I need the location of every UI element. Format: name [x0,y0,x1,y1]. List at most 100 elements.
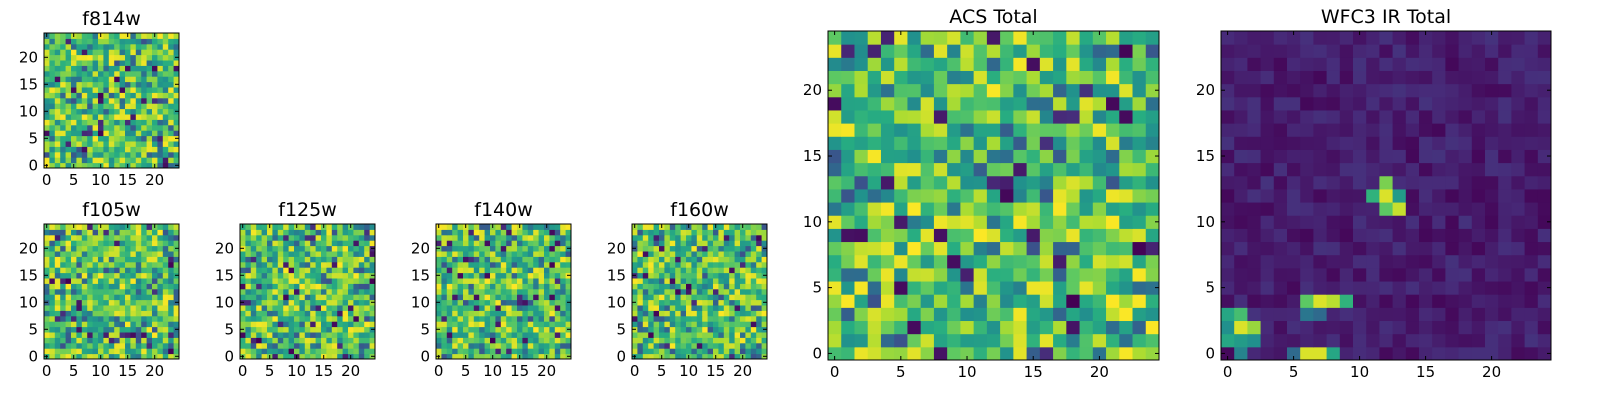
heatmap-cell [1498,57,1512,71]
heatmap-cell [331,337,338,344]
heatmap-cell [114,310,121,317]
heatmap-cell [436,294,442,301]
heatmap-cell [490,348,496,355]
heatmap-cell [81,130,88,137]
heatmap-cell [1524,136,1539,150]
heatmap-cell [353,321,360,328]
heatmap-cell [81,305,88,311]
heatmap-cell [750,224,757,230]
heatmap-cell [565,234,572,241]
heatmap-cell [146,294,153,301]
heatmap-cell [1498,346,1512,361]
heatmap-cell [680,240,687,247]
heatmap-cell [907,188,922,203]
heatmap-cell [1392,149,1407,164]
heatmap-cell [310,251,317,257]
heatmap-cell [277,283,284,290]
heatmap-cell [637,267,644,274]
heatmap-cell [1339,333,1354,348]
heatmap-cell [907,123,922,137]
heatmap-cell [76,283,83,290]
heatmap-cell [549,278,556,284]
heatmap-cell [1300,44,1314,58]
heatmap-cell [1026,175,1041,190]
heatmap-cell [108,49,115,56]
heatmap-cell [87,326,94,333]
heatmap-cell [353,283,360,290]
heatmap-cell [65,49,72,56]
heatmap-cell [353,337,360,344]
heatmap-cell [125,326,131,333]
heatmap-cell [1000,346,1014,361]
heatmap-cell [304,294,311,301]
heatmap-cell [436,234,442,241]
heatmap-cell [1498,267,1512,282]
heatmap-cell [1119,294,1134,308]
heatmap-cell [1537,123,1552,137]
heatmap-cell [92,130,99,137]
heatmap-cell [157,60,164,66]
heatmap-cell [1079,346,1094,361]
heatmap-cell [54,70,61,77]
heatmap-cell [669,261,676,268]
heatmap-cell [256,245,263,252]
heatmap-cell [168,124,175,131]
heatmap-cell [527,288,534,295]
heatmap-cell [76,256,83,263]
heatmap-cell [740,348,746,355]
heatmap-cell [1419,96,1433,111]
heatmap-cell [173,38,180,45]
heatmap-cell [1026,57,1041,71]
heatmap-cell [44,283,50,290]
heatmap-cell [321,261,327,268]
heatmap-cell [1300,333,1314,348]
heatmap-cell [1132,254,1147,269]
heatmap-cell [691,348,698,355]
heatmap-cell [664,353,671,360]
heatmap-cell [245,283,252,290]
heatmap-cell [517,229,523,236]
heatmap-cell [1419,202,1433,216]
heatmap-cell [277,261,284,268]
heatmap-cell [283,229,290,236]
heatmap-cell [294,332,300,338]
heatmap-cell [283,256,290,263]
heatmap-cell [506,315,513,322]
heatmap-cell [653,337,660,344]
heatmap-cell [315,229,322,236]
heatmap-cell [565,240,572,247]
heatmap-cell [1066,254,1081,269]
heatmap-cell [315,348,322,355]
heatmap-cell [54,283,61,290]
heatmap-cell [713,348,719,355]
heatmap-cell [538,229,545,236]
heatmap-cell [283,342,290,349]
heatmap-cell [729,229,736,236]
heatmap-cell [342,337,349,344]
heatmap-cell [1498,162,1512,177]
heatmap-cell [527,342,534,349]
heatmap-cell [446,261,453,268]
heatmap-cell [168,103,175,110]
heatmap-cell [1234,320,1248,335]
heatmap-cell [369,305,376,311]
heatmap-cell [277,342,284,349]
heatmap-cell [256,294,263,301]
heatmap-cell [245,337,252,344]
heatmap-cell [867,123,882,137]
heatmap-cell [261,267,268,274]
heatmap-cell [920,31,935,45]
heatmap-cell [157,229,164,236]
heatmap-cell [331,342,338,349]
heatmap-cell [1066,307,1081,322]
heatmap-cell [1537,149,1552,164]
heatmap-cell [304,283,311,290]
heatmap-cell [353,272,360,279]
heatmap-cell [756,315,763,322]
heatmap-cell [495,342,502,349]
heatmap-cell [653,326,660,333]
heatmap-cell [947,44,961,58]
heatmap-cell [933,109,948,124]
heatmap-cell [315,332,322,338]
heatmap-cell [986,346,1001,361]
